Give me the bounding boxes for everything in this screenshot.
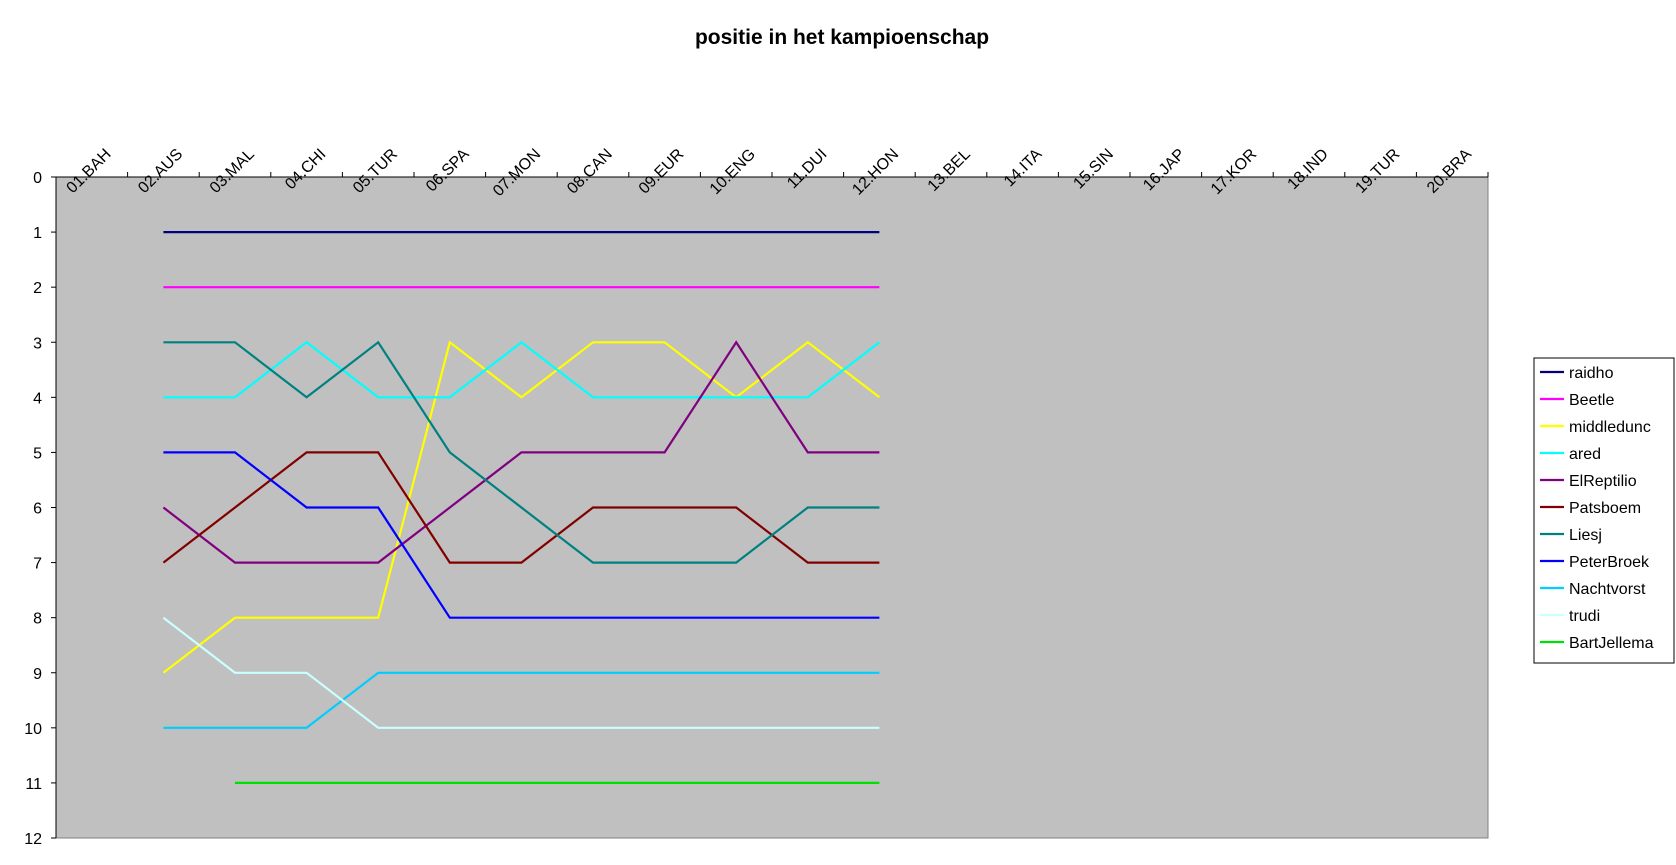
legend-label: raidho <box>1569 365 1614 382</box>
legend-label: middledunc <box>1569 419 1651 436</box>
y-tick-label: 1 <box>33 225 42 242</box>
y-tick-label: 11 <box>25 776 42 793</box>
series-line <box>162 451 880 564</box>
series-line <box>163 671 880 729</box>
series-line <box>163 451 880 619</box>
y-tick-label: 9 <box>33 666 42 683</box>
legend-label: trudi <box>1569 608 1600 625</box>
y-tick-label: 4 <box>33 390 42 407</box>
legend-label: ElReptilio <box>1569 473 1637 490</box>
y-tick-label: 10 <box>24 721 42 738</box>
y-tick-label: 3 <box>33 335 42 352</box>
y-tick-label: 0 <box>33 170 42 187</box>
legend-label: Patsboem <box>1569 500 1641 517</box>
series-line <box>162 616 880 729</box>
y-tick-label: 2 <box>33 280 42 297</box>
legend-label: BartJellema <box>1569 635 1654 652</box>
legend-label: ared <box>1569 446 1601 463</box>
legend-box <box>1533 357 1675 664</box>
y-tick-label: 5 <box>33 445 42 462</box>
legend-label: Nachtvorst <box>1569 581 1646 598</box>
y-tick-label: 7 <box>33 556 42 573</box>
legend-label: PeterBroek <box>1569 554 1650 571</box>
y-tick-label: 12 <box>24 831 42 848</box>
series-line <box>163 340 880 564</box>
y-tick-label: 8 <box>33 611 42 628</box>
series-line <box>162 340 880 564</box>
legend-label: Beetle <box>1569 392 1614 409</box>
series-line <box>163 340 881 399</box>
plot-area <box>55 176 1489 839</box>
legend-label: Liesj <box>1569 527 1602 544</box>
chart-title: positie in het kampioenschap <box>695 26 989 49</box>
y-tick-label: 6 <box>33 501 42 518</box>
